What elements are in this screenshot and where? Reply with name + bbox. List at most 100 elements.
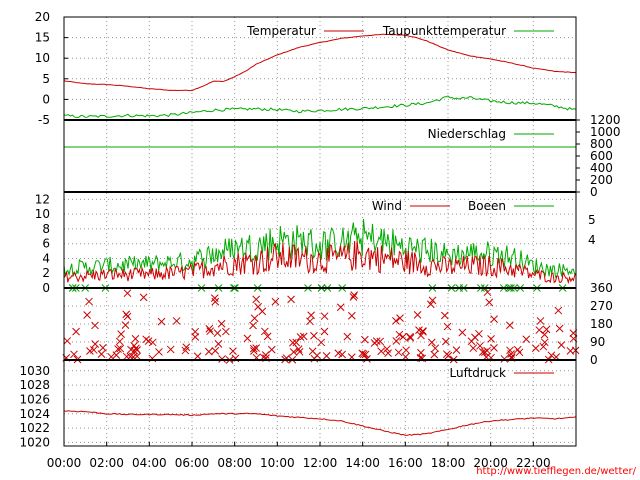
wind-direction-marker xyxy=(485,298,494,307)
wind-y-tick-label: 4 xyxy=(42,251,50,265)
wind-direction-marker xyxy=(547,351,556,360)
wind-direction-marker xyxy=(306,317,314,326)
wind-direction-marker xyxy=(540,338,549,347)
wind-direction-marker xyxy=(490,344,498,352)
pressure-y-tick-label: 1026 xyxy=(19,392,50,406)
x-tick-label: 14:00 xyxy=(345,456,380,470)
wind-direction-marker xyxy=(566,346,575,355)
wind-y-tick-label: 0 xyxy=(42,281,50,295)
temp-y-tick-label: 15 xyxy=(35,31,50,45)
wind-direction-marker xyxy=(294,345,303,353)
wind-y-tick-label: 8 xyxy=(42,222,50,236)
frame-layer xyxy=(63,16,580,447)
wind-direction-marker xyxy=(500,355,509,363)
wind-direction-marker xyxy=(394,348,403,357)
temp-y-tick-label: 20 xyxy=(35,10,50,24)
wind-direction-marker xyxy=(172,317,181,325)
wind-direction-marker xyxy=(535,326,544,334)
wind-direction-marker xyxy=(540,330,549,339)
wind-direction-marker xyxy=(249,321,257,330)
wind-direction-marker xyxy=(133,352,141,361)
wind-direction-marker xyxy=(116,344,125,353)
wind-direction-marker xyxy=(317,338,326,347)
dewpoint-line xyxy=(63,95,577,119)
wind-direction-marker xyxy=(522,335,531,344)
wind-direction-marker xyxy=(131,334,140,343)
wind-direction-marker xyxy=(299,332,308,341)
wind-direction-marker xyxy=(554,306,563,315)
wind-direction-marker xyxy=(252,295,261,304)
wind-direction-marker xyxy=(483,346,491,355)
pressure-y-tick-label: 1020 xyxy=(19,435,50,449)
wind-direction-marker xyxy=(191,333,200,341)
wind-direction-marker xyxy=(99,343,107,352)
wind-direction-marker xyxy=(539,342,548,351)
precip-y-tick-label: 800 xyxy=(590,137,613,151)
gust-line xyxy=(63,218,577,279)
x-tick-label: 08:00 xyxy=(217,456,252,470)
wind-direction-marker xyxy=(444,351,453,360)
wind-direction-marker xyxy=(334,349,343,358)
wind-direction-marker xyxy=(307,311,315,320)
wind-direction-marker xyxy=(320,312,329,321)
dir-y-tick-label: 270 xyxy=(590,299,613,313)
wind-direction-marker xyxy=(383,345,391,353)
x-tick-label: 10:00 xyxy=(260,456,295,470)
x-tick-label: 06:00 xyxy=(175,456,210,470)
wind-direction-marker xyxy=(515,348,524,357)
wind-direction-marker xyxy=(296,333,305,341)
dir-y-tick-label: 180 xyxy=(590,317,613,331)
wind-direction-marker xyxy=(114,345,122,353)
wind-direction-marker xyxy=(431,344,440,353)
wind-y-tick-label: 6 xyxy=(42,237,50,251)
wind-direction-marker xyxy=(428,296,437,305)
wind-direction-marker xyxy=(112,351,121,359)
temp-y-tick-label: 10 xyxy=(35,51,50,65)
wind-direction-marker xyxy=(267,345,276,354)
wind-direction-marker xyxy=(222,327,230,336)
pressure-y-tick-label: 1028 xyxy=(19,378,50,392)
wind-direction-marker xyxy=(481,348,489,357)
wind-direction-marker xyxy=(148,338,157,347)
wind-direction-marker xyxy=(419,327,427,336)
wind-direction-marker xyxy=(250,314,259,323)
wind-direction-marker xyxy=(261,327,269,336)
temp-y-tick-label: 5 xyxy=(42,72,50,86)
wind-direction-marker xyxy=(376,337,385,346)
wind-direction-marker xyxy=(402,346,410,355)
wind-direction-marker xyxy=(86,347,94,355)
wind-direction-marker xyxy=(506,321,514,330)
wind-direction-marker xyxy=(263,332,272,341)
wind-direction-marker xyxy=(289,348,298,356)
x-tick-label: 02:00 xyxy=(89,456,124,470)
wind-direction-marker xyxy=(254,302,262,311)
wind-direction-marker xyxy=(555,324,564,333)
wind-direction-marker xyxy=(363,355,371,363)
wind-y-tick-label: 2 xyxy=(42,266,50,280)
wind-direction-marker xyxy=(210,294,219,302)
wind-direction-marker xyxy=(292,338,301,347)
x-tick-label: 00:00 xyxy=(47,456,82,470)
wind-direction-marker xyxy=(322,351,331,360)
wind-y-tick-label: 10 xyxy=(35,207,50,221)
wind-direction-marker xyxy=(218,355,226,363)
wind-direction-marker xyxy=(490,315,498,323)
dir-y-tick-label: 360 xyxy=(590,281,613,295)
wind-direction-marker xyxy=(320,327,329,336)
wind-direction-marker xyxy=(155,348,163,356)
wind-direction-marker xyxy=(349,293,358,301)
text-layer: 00:00 02:00 04:00 06:00 08:00 10:00 12:00 14:00… xyxy=(19,10,620,470)
x-tick-label: 12:00 xyxy=(303,456,338,470)
wind-direction-marker xyxy=(166,345,175,354)
wind-line xyxy=(63,240,577,285)
wind-direction-marker xyxy=(85,297,93,306)
temp-y-tick-label: -5 xyxy=(38,113,50,127)
wind-beaufort-label: 5 xyxy=(588,213,596,227)
wind-direction-marker xyxy=(531,344,540,353)
dir-y-tick-label: 90 xyxy=(590,335,605,349)
wind-direction-marker xyxy=(157,317,166,326)
wind-direction-marker xyxy=(483,288,492,297)
wind-y-tick-label: 12 xyxy=(35,192,50,206)
wind-direction-marker xyxy=(458,328,467,337)
